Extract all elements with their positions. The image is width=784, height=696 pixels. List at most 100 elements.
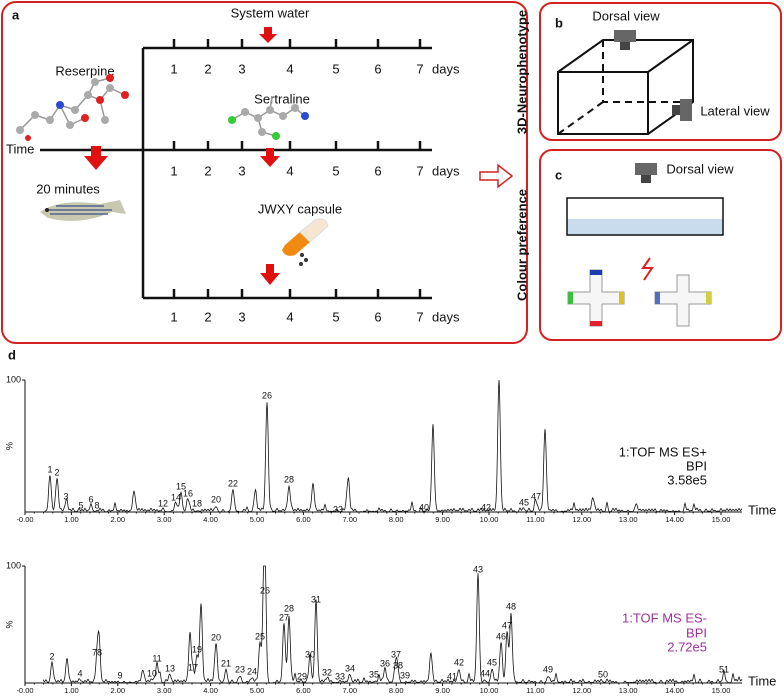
peak-label: 31	[311, 594, 321, 604]
trace	[42, 565, 743, 684]
peak-label: 33	[335, 671, 345, 681]
camera	[672, 99, 692, 121]
lightning	[641, 257, 654, 281]
panel-label: b	[555, 15, 563, 30]
x-tick-label: 1.00	[64, 515, 79, 524]
arrow	[260, 148, 280, 167]
day-label: 7	[416, 61, 423, 76]
peak-label: 5	[78, 500, 83, 510]
peak-label: 46	[496, 631, 506, 641]
chromatograms: 100% -0.00 1.00 2.00 3.00 4.00 5.00 6.00 7.00 8.0…	[4, 374, 776, 695]
capsule	[282, 218, 329, 266]
peak-label: 34	[345, 663, 355, 673]
panel-label: d	[8, 347, 16, 362]
day-label: 4	[286, 309, 293, 324]
trace-info: BPI	[686, 625, 707, 640]
x-tick-label: 11.00	[526, 686, 544, 695]
peak-label: 14	[171, 492, 181, 502]
day-label: 5	[332, 309, 339, 324]
model-label: Reserpine	[55, 63, 114, 78]
trace-info: 2.72e5	[667, 639, 707, 654]
day-label: 6	[374, 61, 381, 76]
day-unit: days	[432, 61, 460, 76]
day-label: 7	[416, 309, 423, 324]
x-tick-label: 14.00	[665, 515, 684, 524]
x-tick-label: 11.00	[526, 515, 544, 524]
peak-label: 8	[94, 500, 99, 510]
peak-label: 18	[192, 498, 202, 508]
day-label: 3	[238, 163, 245, 178]
peak-label: 28	[284, 603, 294, 613]
peak-label: 2	[54, 467, 59, 477]
water	[567, 219, 723, 235]
peak-label: 35	[369, 669, 379, 679]
peak-label: 40	[419, 502, 429, 512]
peak-label: 42	[481, 502, 491, 512]
panel-title: 3D-Neurophenotype	[514, 10, 529, 134]
peak-label: 37	[391, 649, 401, 659]
x-tick-label: 9.00	[435, 515, 450, 524]
peak-label: 3	[63, 491, 68, 501]
arrow	[259, 27, 277, 43]
treatment-label: JWXY capsule	[258, 201, 342, 216]
peak-label: 24	[247, 666, 257, 676]
peak-label: 15	[176, 481, 186, 491]
peak-label: 20	[211, 632, 221, 642]
peak-label: 26	[262, 390, 272, 400]
peak-label: 27	[279, 612, 289, 622]
day-label: 5	[332, 61, 339, 76]
x-tick-label: 9.00	[435, 686, 450, 695]
day-label: 2	[204, 61, 211, 76]
day-label: 2	[204, 309, 211, 324]
x-tick-label: -0.00	[16, 686, 33, 695]
peak-label: 30	[305, 649, 315, 659]
x-tick-label: 10.00	[480, 686, 499, 695]
x-tick-label: 8.00	[389, 686, 404, 695]
peak-label: 20	[211, 494, 221, 504]
peak-label: 2	[49, 651, 54, 661]
trace-info: 3.58e5	[667, 472, 707, 487]
treatment-label: System water	[231, 5, 310, 20]
y-max-label: 100	[6, 560, 21, 570]
cube-front	[557, 71, 649, 135]
tank	[566, 197, 724, 236]
peak-label: 48	[506, 601, 516, 611]
treatment-label: Sertraline	[254, 91, 310, 106]
x-tick-label: 4.00	[203, 686, 218, 695]
camera	[614, 30, 636, 50]
x-tick-label: 15.00	[712, 686, 731, 695]
peak-label: 22	[228, 478, 238, 488]
peak-label: 38	[393, 660, 403, 670]
x-tick-label: 13.00	[619, 515, 638, 524]
peak-label: 44	[480, 668, 490, 678]
y-unit: %	[4, 442, 14, 450]
peak-label: 50	[598, 669, 608, 679]
day-unit: days	[432, 163, 460, 178]
day-label: 1	[170, 309, 177, 324]
x-tick-label: 1.00	[64, 686, 79, 695]
peak-label: 78	[92, 647, 102, 657]
x-axis-label: Time	[748, 502, 776, 517]
x-tick-label: 14.00	[665, 686, 684, 695]
x-tick-label: -0.00	[16, 515, 33, 524]
peak-label: 25	[255, 631, 265, 641]
peak-label: 29	[297, 671, 307, 681]
peak-label: 36	[380, 658, 390, 668]
day-label: 1	[170, 61, 177, 76]
peak-label: 42	[454, 657, 464, 667]
x-tick-label: 3.00	[157, 686, 172, 695]
panel-b-frame	[539, 2, 782, 141]
y-max-label: 100	[6, 374, 21, 384]
cross-maze	[567, 269, 625, 327]
arrow	[260, 264, 280, 285]
time-label: Time	[6, 141, 34, 156]
peak-label: 9	[117, 670, 122, 680]
x-tick-label: 15.00	[712, 515, 731, 524]
peak-label: 4	[77, 668, 82, 678]
day-unit: days	[432, 309, 460, 324]
peak-label: 32	[322, 667, 332, 677]
x-tick-label: 10.00	[480, 515, 499, 524]
day-label: 1	[170, 163, 177, 178]
zebrafish	[40, 200, 126, 221]
